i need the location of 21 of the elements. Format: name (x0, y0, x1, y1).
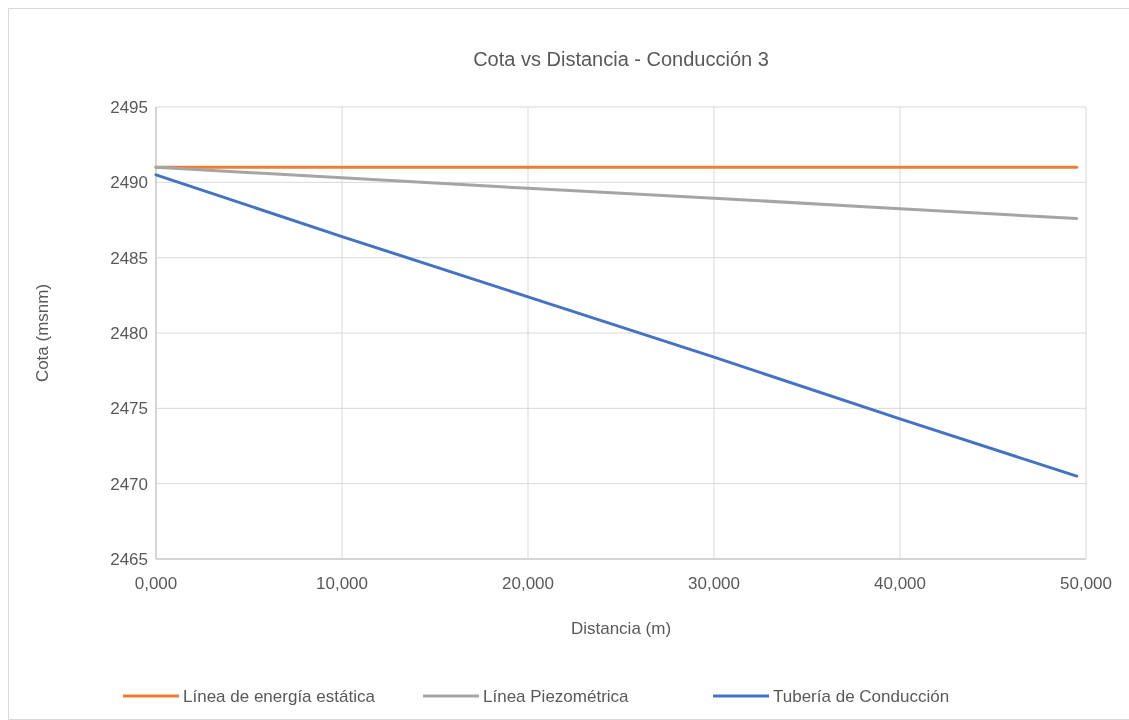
x-tick-label: 50,000 (1060, 574, 1112, 593)
y-tick-label: 2485 (110, 248, 148, 268)
y-tick-label: 2465 (110, 549, 148, 569)
x-axis-title: Distancia (m) (570, 619, 672, 638)
y-tick-label: 2495 (110, 97, 148, 117)
legend-label: Línea de energía estática (183, 686, 376, 706)
y-tick-label: 2475 (110, 399, 148, 419)
y-tick-label: 2480 (110, 323, 148, 343)
line-series (154, 165, 1079, 220)
y-tick-label: 2470 (110, 474, 148, 494)
x-tick-label: 30,000 (688, 574, 740, 593)
line-series (154, 173, 1079, 478)
legend-label: Tubería de Conducción (773, 686, 950, 706)
x-tick-label: 10,000 (316, 574, 368, 593)
y-axis-title: Cota (msnm) (33, 283, 52, 383)
x-tick-label: 20,000 (502, 574, 554, 593)
chart-title: Cota vs Distancia - Conducción 3 (473, 48, 769, 70)
legend-label: Línea Piezométrica (483, 686, 630, 706)
x-tick-label: 40,000 (874, 574, 926, 593)
x-tick-label: 0,000 (134, 574, 178, 593)
y-tick-label: 2490 (110, 173, 148, 193)
